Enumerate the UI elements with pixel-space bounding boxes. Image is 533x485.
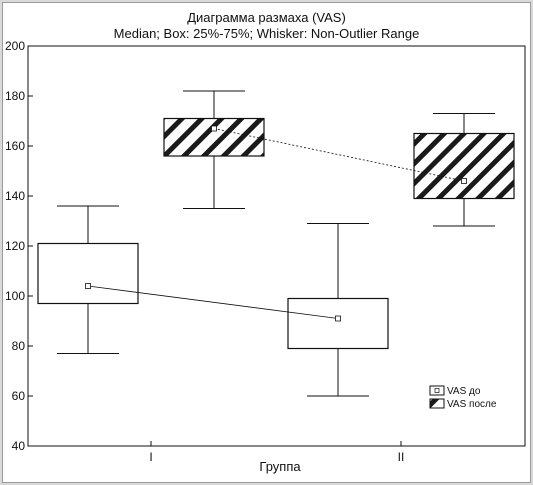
y-tick-label: 160 xyxy=(5,139,25,153)
box-iqr xyxy=(413,132,515,200)
median-marker xyxy=(335,315,341,322)
box-vas-before-II xyxy=(287,223,389,397)
y-tick-label: 200 xyxy=(5,39,25,53)
y-axis: 40 60 80 100 120 140 160 180 200 xyxy=(5,39,33,453)
legend-marker xyxy=(434,388,440,393)
x-axis: I II xyxy=(149,441,404,464)
legend-label: VAS до xyxy=(447,386,481,397)
y-tick-label: 180 xyxy=(5,89,25,103)
y-tick-label: 80 xyxy=(12,339,26,353)
boxes xyxy=(37,90,515,397)
x-tick-label: I xyxy=(149,450,152,464)
box-iqr xyxy=(37,242,139,305)
box-vas-after-I xyxy=(163,90,265,209)
median-connector-vas-before xyxy=(87,285,339,319)
chart-subtitle: Median; Box: 25%-75%; Whisker: Non-Outli… xyxy=(113,26,420,41)
median-lines xyxy=(85,125,467,322)
median-connector-vas-after xyxy=(213,128,465,182)
legend-label: VAS после xyxy=(447,399,497,410)
y-tick-label: 120 xyxy=(5,239,25,253)
y-tick-label: 40 xyxy=(12,439,26,453)
y-tick-label: 60 xyxy=(12,389,26,403)
y-tick-label: 140 xyxy=(5,189,25,203)
x-tick-label: II xyxy=(398,450,405,464)
box-vas-before-I xyxy=(37,205,139,354)
y-tick-label: 100 xyxy=(5,289,25,303)
box-vas-after-II xyxy=(413,113,515,227)
chart-title: Диаграмма размаха (VAS) xyxy=(187,10,346,25)
x-axis-label: Группа xyxy=(259,459,301,474)
median-marker xyxy=(461,178,467,184)
legend-swatch xyxy=(429,398,445,409)
legend: VAS до VAS после xyxy=(429,385,497,410)
box-iqr xyxy=(163,117,265,157)
plot-area xyxy=(27,45,526,447)
box-iqr xyxy=(287,297,389,350)
median-marker xyxy=(211,125,217,132)
median-marker xyxy=(85,283,91,289)
